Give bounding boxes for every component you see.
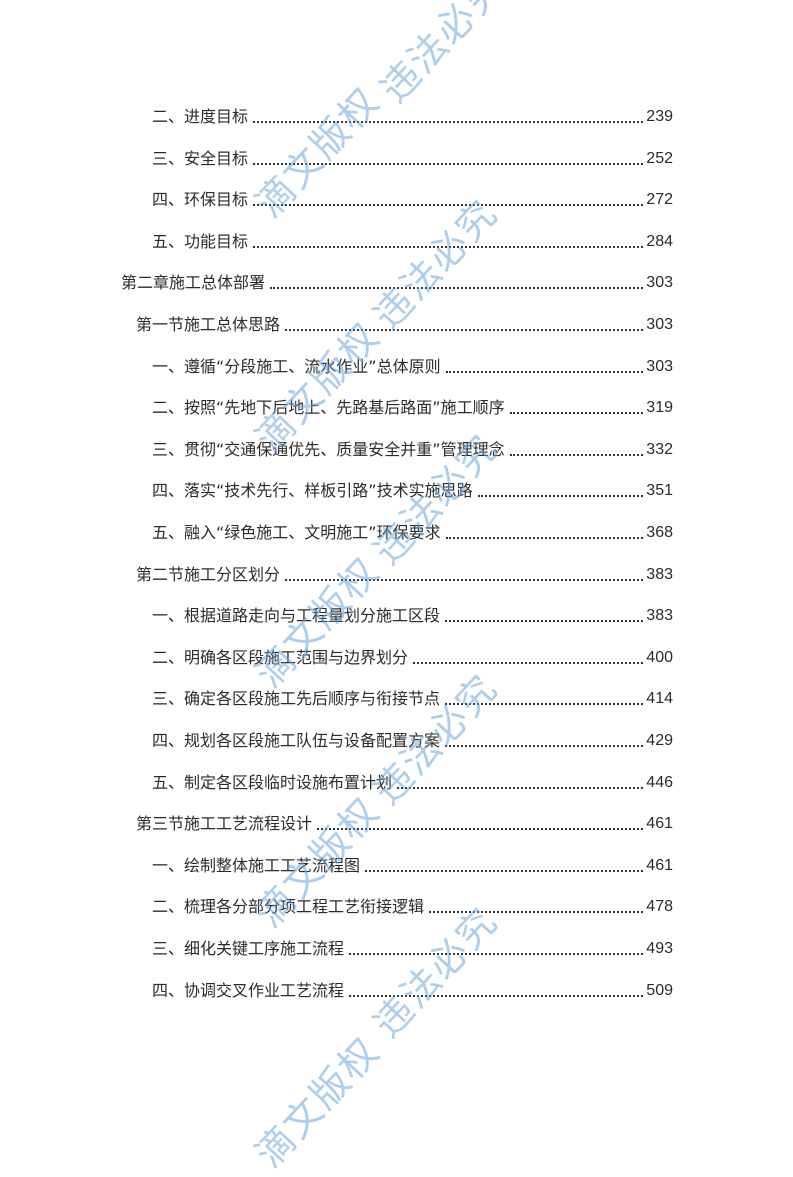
- toc-entry-title: 五、功能目标: [152, 230, 251, 253]
- dot-leader: [349, 953, 644, 955]
- toc-entry-title: 四、协调交叉作业工艺流程: [152, 979, 347, 1002]
- toc-entry-title: 五、制定各区段临时设施布置计划: [152, 771, 395, 794]
- watermark-text: 违法必究: [371, 0, 514, 111]
- dot-leader: [285, 329, 644, 331]
- toc-entry[interactable]: 一、绘制整体施工工艺流程图 461: [152, 854, 673, 877]
- toc-entry[interactable]: 四、落实“技术先行、样板引路”技术实施思路 351: [152, 480, 673, 503]
- toc-entry-title: 四、环保目标: [152, 189, 251, 212]
- toc-entry-page: 493: [646, 940, 673, 957]
- toc-entry-title: 一、根据道路走向与工程量划分施工区段: [152, 605, 443, 628]
- toc-entry-title: 三、细化关键工序施工流程: [152, 938, 347, 960]
- toc-entry[interactable]: 四、规划各区段施工队伍与设备配置方案 429: [152, 730, 673, 752]
- toc-entry-page: 351: [646, 482, 673, 500]
- dot-leader: [445, 703, 644, 706]
- dot-leader: [477, 495, 644, 498]
- dot-leader: [397, 786, 644, 789]
- toc-entry-page: 414: [646, 690, 673, 708]
- toc-entry-title: 第一节施工总体思路: [136, 314, 283, 336]
- toc-entry[interactable]: 五、制定各区段临时设施布置计划 446: [152, 771, 673, 794]
- dot-leader: [253, 121, 644, 123]
- toc-entry-page: 400: [646, 648, 673, 666]
- toc-entry-title: 三、确定各区段施工先后顺序与衔接节点: [152, 688, 443, 711]
- toc-entry[interactable]: 二、进度目标 239: [152, 106, 673, 128]
- toc-entry-page: 303: [646, 274, 673, 292]
- toc-entry-title: 四、落实“技术先行、样板引路”技术实施思路: [152, 480, 475, 503]
- toc-entry-title: 第二节施工分区划分: [136, 563, 283, 586]
- dot-leader: [445, 370, 644, 373]
- dot-leader: [413, 661, 644, 664]
- toc-entry-page: 239: [646, 108, 673, 125]
- dot-leader: [285, 578, 644, 581]
- dot-leader: [445, 620, 644, 623]
- toc-entry-page: 461: [646, 856, 673, 874]
- toc-entry[interactable]: 第一节施工总体思路 303: [136, 314, 673, 336]
- toc-entry[interactable]: 五、融入“绿色施工、文明施工”环保要求 368: [152, 522, 673, 544]
- toc-entry-title: 四、规划各区段施工队伍与设备配置方案: [152, 730, 443, 752]
- toc-entry-page: 284: [646, 232, 673, 250]
- toc-entry[interactable]: 三、贯彻“交通保通优先、质量安全并重”管理理念 332: [152, 438, 673, 461]
- toc-entry-title: 二、进度目标: [152, 106, 251, 128]
- dot-leader: [317, 828, 644, 831]
- toc-entry[interactable]: 五、功能目标 284: [152, 230, 673, 253]
- toc-entry-title: 第二章施工总体部署: [121, 272, 268, 295]
- dot-leader: [253, 204, 644, 207]
- toc-entry-page: 332: [646, 440, 673, 458]
- toc-entry-page: 252: [646, 149, 673, 167]
- toc-entry-page: 429: [646, 732, 673, 749]
- toc-entry-title: 一、遵循“分段施工、流水作业”总体原则: [152, 355, 443, 378]
- toc-entry[interactable]: 二、明确各区段施工范围与边界划分 400: [152, 646, 673, 669]
- toc-entry[interactable]: 第二章施工总体部署 303: [121, 272, 673, 295]
- toc-entry-page: 509: [646, 981, 673, 999]
- toc-entry-title: 第三节施工工艺流程设计: [136, 813, 315, 836]
- toc-entry[interactable]: 四、环保目标 272: [152, 189, 673, 212]
- dot-leader: [365, 869, 644, 872]
- toc-entry[interactable]: 三、确定各区段施工先后顺序与衔接节点 414: [152, 688, 673, 711]
- toc-entry-title: 三、安全目标: [152, 147, 251, 170]
- watermark-text: 滴文版权: [246, 1028, 389, 1176]
- dot-leader: [445, 537, 644, 539]
- dot-leader: [349, 994, 644, 997]
- toc-entry-title: 二、按照“先地下后地上、先路基后路面”施工顺序: [152, 397, 507, 420]
- toc-entry[interactable]: 三、安全目标 252: [152, 147, 673, 170]
- toc-entry[interactable]: 第二节施工分区划分 383: [136, 563, 673, 586]
- toc-entry-page: 461: [646, 815, 673, 833]
- toc-entry[interactable]: 三、细化关键工序施工流程 493: [152, 938, 673, 960]
- dot-leader: [445, 745, 644, 747]
- dot-leader: [429, 911, 644, 914]
- toc-entry-page: 272: [646, 191, 673, 209]
- dot-leader: [253, 245, 644, 248]
- dot-leader: [509, 412, 644, 415]
- toc-entry[interactable]: 一、根据道路走向与工程量划分施工区段 383: [152, 605, 673, 628]
- toc-entry-page: 383: [646, 565, 673, 583]
- dot-leader: [509, 453, 644, 456]
- toc-entry-page: 368: [646, 524, 673, 541]
- toc-entry-page: 303: [646, 316, 673, 333]
- toc-entry-title: 三、贯彻“交通保通优先、质量安全并重”管理理念: [152, 438, 507, 461]
- toc-entry-page: 319: [646, 399, 673, 417]
- toc-entry-page: 303: [646, 357, 673, 375]
- toc-entry[interactable]: 二、按照“先地下后地上、先路基后路面”施工顺序 319: [152, 397, 673, 420]
- toc-entry[interactable]: 二、梳理各分部分项工程工艺衔接逻辑 478: [152, 896, 673, 919]
- toc-entry-page: 383: [646, 607, 673, 625]
- dot-leader: [253, 162, 644, 165]
- toc-entry-title: 五、融入“绿色施工、文明施工”环保要求: [152, 522, 443, 544]
- toc-entry[interactable]: 一、遵循“分段施工、流水作业”总体原则 303: [152, 355, 673, 378]
- toc-entry-page: 478: [646, 898, 673, 916]
- toc-entry-title: 二、明确各区段施工范围与边界划分: [152, 646, 411, 669]
- toc-entry-title: 一、绘制整体施工工艺流程图: [152, 854, 363, 877]
- toc-entry-title: 二、梳理各分部分项工程工艺衔接逻辑: [152, 896, 427, 919]
- toc-entry-page: 446: [646, 773, 673, 791]
- dot-leader: [270, 287, 644, 290]
- toc-entry[interactable]: 第三节施工工艺流程设计 461: [136, 813, 673, 836]
- toc-entry[interactable]: 四、协调交叉作业工艺流程 509: [152, 979, 673, 1002]
